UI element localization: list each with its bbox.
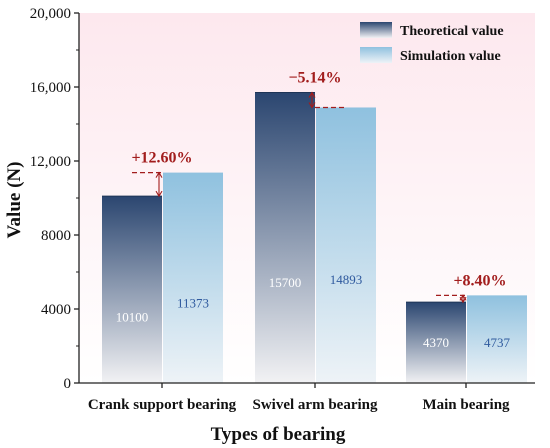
y-axis-title: Value (N) (4, 162, 25, 239)
data-label-theoretical: 4370 (423, 335, 449, 350)
data-label-simulation: 14893 (330, 272, 363, 287)
y-tick-label: 20,000 (30, 6, 71, 22)
legend: Theoretical value Simulation value (360, 22, 504, 64)
data-label-theoretical: 10100 (116, 309, 149, 324)
data-label-theoretical: 15700 (269, 275, 302, 290)
difference-arrowhead (459, 296, 467, 304)
bar-theoretical (102, 196, 162, 383)
x-axis-title: Types of bearing (211, 424, 346, 445)
difference-arrowhead (155, 190, 163, 198)
difference-percentage-label: −5.14% (288, 70, 341, 87)
y-tick-label: 12,000 (30, 154, 71, 170)
bar-simulation (467, 295, 527, 383)
legend-swatch (360, 22, 392, 38)
legend-swatch (360, 47, 392, 63)
bar-simulation (316, 107, 376, 384)
data-label-simulation: 11373 (177, 295, 209, 310)
x-tick-label: Crank support bearing (88, 397, 237, 413)
legend-label: Theoretical value (400, 24, 504, 39)
bar-simulation (163, 172, 223, 383)
difference-arrowhead (308, 102, 316, 109)
legend-label: Simulation value (400, 49, 501, 64)
y-tick-label: 8000 (41, 228, 71, 244)
y-axis: 0 4000 8000 12,000 16,000 20,000 (30, 6, 80, 392)
bar-theoretical (406, 302, 466, 383)
difference-arrowhead (155, 171, 163, 178)
x-tick-label: Main bearing (422, 397, 510, 413)
y-tick-label: 16,000 (30, 80, 71, 96)
data-label-simulation: 4737 (484, 335, 511, 350)
difference-percentage-label: +8.40% (453, 272, 506, 289)
x-tick-label: Swivel arm bearing (253, 397, 378, 413)
difference-percentage-label: +12.60% (131, 150, 192, 167)
y-tick-label: 0 (64, 376, 72, 392)
bar-theoretical (255, 92, 315, 384)
x-axis: Crank support bearing Swivel arm bearing M… (79, 382, 535, 413)
difference-arrowhead (308, 91, 316, 98)
y-tick-label: 4000 (41, 302, 71, 318)
